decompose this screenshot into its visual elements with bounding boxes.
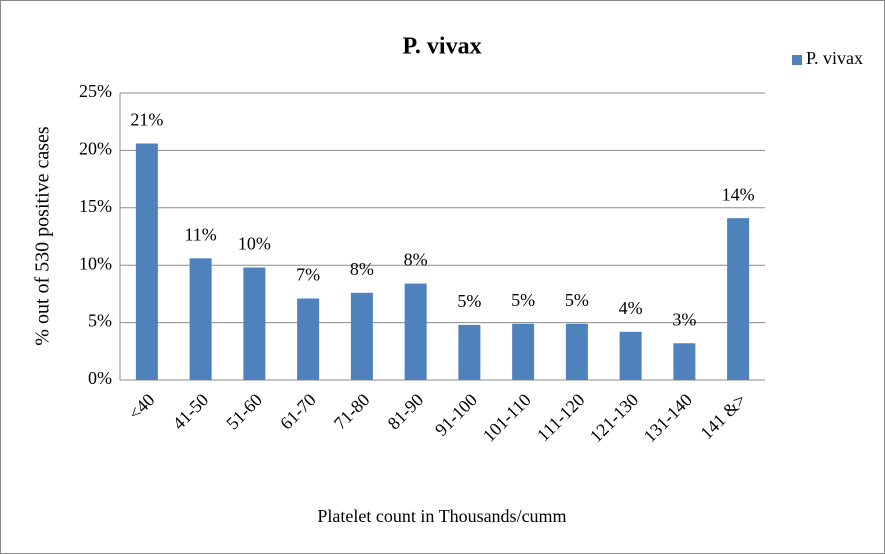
y-tick-label: 20% — [79, 139, 112, 159]
x-axis-label: Platelet count in Thousands/cumm — [317, 506, 566, 526]
data-label: 5% — [511, 290, 535, 310]
y-tick-label: 25% — [79, 81, 112, 101]
bar — [727, 218, 750, 380]
data-label: 5% — [565, 290, 589, 310]
data-label: 8% — [404, 250, 428, 270]
bar — [350, 292, 373, 380]
data-label: 11% — [184, 224, 216, 244]
data-label: 7% — [296, 265, 320, 285]
y-tick-label: 10% — [79, 253, 112, 273]
y-tick-label: 0% — [88, 368, 112, 388]
bar — [512, 323, 535, 380]
y-tick-label: 5% — [88, 311, 112, 331]
data-label: 10% — [238, 234, 271, 254]
bar — [243, 267, 266, 380]
bar — [297, 298, 320, 380]
bar — [458, 324, 481, 380]
y-axis-label: % out of 530 positive cases — [32, 126, 54, 346]
legend-label: P. vivax — [806, 48, 863, 68]
bar — [565, 323, 588, 380]
bar — [189, 258, 212, 380]
y-tick-label: 15% — [79, 196, 112, 216]
data-label: 21% — [130, 110, 163, 130]
bar — [135, 143, 158, 380]
data-label: 8% — [350, 259, 374, 279]
legend-swatch — [792, 55, 802, 65]
data-label: 3% — [672, 309, 696, 329]
bar — [673, 343, 696, 380]
data-label: 4% — [619, 298, 643, 318]
bar — [404, 283, 427, 380]
chart-title: P. vivax — [402, 34, 481, 60]
data-label: 14% — [722, 184, 755, 204]
bar — [619, 331, 642, 380]
data-label: 5% — [457, 291, 481, 311]
